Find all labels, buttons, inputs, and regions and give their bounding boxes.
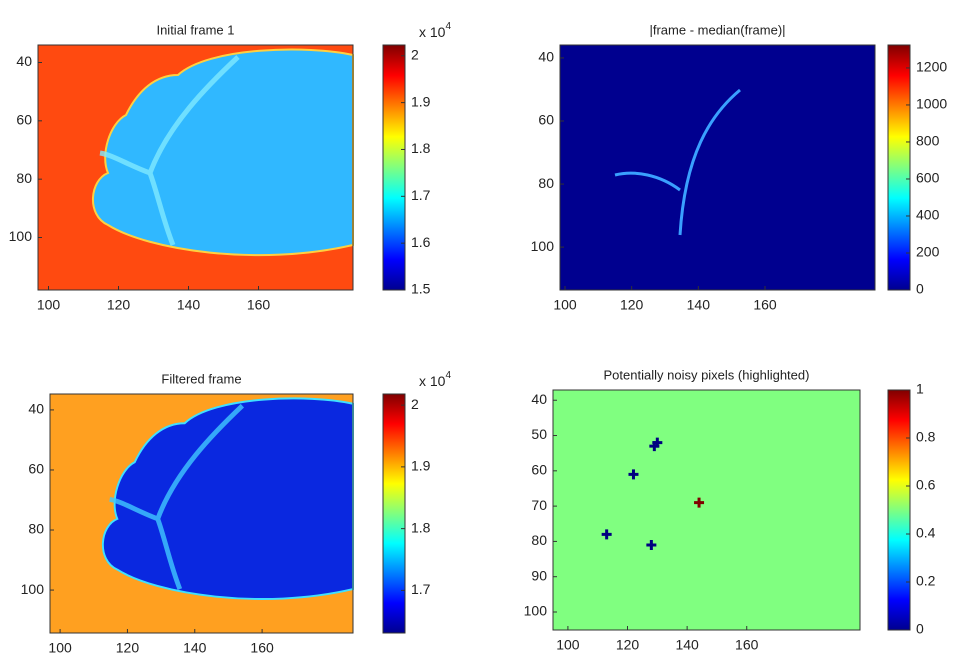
y-tick-label: 100 — [21, 581, 45, 597]
image-background — [553, 390, 860, 630]
y-tick-label: 80 — [531, 532, 547, 548]
colorbar-tick-label: 1200 — [916, 59, 947, 75]
x-tick-label: 100 — [553, 297, 577, 313]
x-tick-label: 140 — [177, 297, 201, 313]
axes-frame — [559, 44, 876, 291]
x-tick-label: 100 — [37, 297, 61, 313]
x-tick-label: 120 — [616, 637, 640, 653]
y-tick-label: 80 — [16, 170, 32, 186]
x-tick-label: 160 — [735, 637, 759, 653]
scale-base: x 10 — [419, 373, 446, 389]
y-tick-label: 70 — [531, 497, 547, 513]
chart-title: Potentially noisy pixels (highlighted) — [604, 367, 810, 382]
colorbar-tick-label: 600 — [916, 170, 940, 186]
x-tick-label: 100 — [48, 640, 72, 656]
y-tick-label: 100 — [524, 603, 548, 619]
x-tick-label: 120 — [116, 640, 140, 656]
image-detail — [109, 403, 245, 591]
colorbar-tick-label: 2 — [411, 46, 419, 62]
colorbar-scale: x 104 — [419, 21, 451, 40]
scale-exponent: 4 — [445, 21, 451, 32]
y-tick-label: 40 — [16, 53, 32, 69]
colorbar-tick-label: 0.6 — [916, 477, 936, 493]
scale-base: x 10 — [419, 24, 446, 40]
axes-frame — [49, 393, 354, 634]
point — [628, 469, 639, 480]
x-tick-label: 140 — [675, 637, 699, 653]
colorbar-tick-label: 2 — [411, 396, 419, 412]
colorbar-tick-label: 0.8 — [916, 429, 936, 445]
colorbar-tick-label: 0.4 — [916, 525, 936, 541]
chart-title: |frame - median(frame)| — [649, 22, 785, 37]
y-tick-label: 100 — [531, 238, 555, 254]
image-content — [38, 45, 354, 290]
axes-frame — [552, 389, 861, 631]
x-tick-label: 140 — [687, 297, 711, 313]
x-tick-label: 160 — [753, 297, 777, 313]
image-content — [50, 394, 354, 633]
colorbar-tick-label: 0.2 — [916, 573, 936, 589]
colorbar-scale: x 104 — [419, 370, 451, 389]
x-tick-label: 160 — [250, 640, 274, 656]
colorbar-tick-label: 1 — [916, 381, 924, 397]
y-tick-label: 60 — [28, 461, 44, 477]
y-tick-label: 50 — [531, 426, 547, 442]
colorbar-tick-label: 1.9 — [411, 458, 431, 474]
y-tick-label: 40 — [538, 49, 554, 65]
chart-title: Initial frame 1 — [156, 22, 234, 37]
colorbar-tick-label: 1.7 — [411, 581, 431, 597]
colorbar-tick-label: 1.9 — [411, 93, 431, 109]
y-tick-label: 80 — [28, 521, 44, 537]
image-detail — [614, 88, 741, 236]
colorbar-tick-label: 1.8 — [411, 140, 431, 156]
colorbar-tick-label: 0 — [916, 621, 924, 637]
y-tick-label: 90 — [531, 567, 547, 583]
y-tick-label: 40 — [28, 401, 44, 417]
x-tick-label: 120 — [620, 297, 644, 313]
axes-frame — [37, 44, 354, 291]
point — [646, 539, 657, 550]
colorbar — [887, 389, 911, 631]
colorbar-tick-label: 400 — [916, 207, 940, 223]
scale-exponent: 4 — [445, 370, 451, 381]
y-tick-label: 100 — [9, 228, 33, 244]
colorbar-tick-label: 1.6 — [411, 234, 431, 250]
point — [652, 437, 663, 448]
colorbar — [382, 393, 406, 634]
colorbar-tick-label: 800 — [916, 133, 940, 149]
x-tick-label: 160 — [247, 297, 271, 313]
x-tick-label: 140 — [183, 640, 207, 656]
x-tick-label: 120 — [107, 297, 131, 313]
image-background — [560, 45, 875, 290]
colorbar — [382, 44, 406, 291]
y-tick-label: 80 — [538, 175, 554, 191]
colorbar-tick-label: 200 — [916, 244, 940, 260]
colorbar-tick-label: 1.7 — [411, 187, 431, 203]
y-tick-label: 60 — [16, 112, 32, 128]
y-tick-label: 60 — [538, 112, 554, 128]
y-tick-label: 40 — [531, 391, 547, 407]
colorbar-tick-label: 1000 — [916, 96, 947, 112]
image-detail — [99, 55, 240, 246]
colorbar-tick-label: 0 — [916, 281, 924, 297]
colorbar-tick-label: 1.5 — [411, 281, 431, 297]
colorbar-tick-label: 1.8 — [411, 519, 431, 535]
chart-title: Filtered frame — [161, 371, 241, 386]
point — [694, 497, 705, 508]
x-tick-label: 100 — [556, 637, 580, 653]
y-tick-label: 60 — [531, 462, 547, 478]
colorbar — [887, 44, 911, 291]
point — [601, 529, 612, 540]
